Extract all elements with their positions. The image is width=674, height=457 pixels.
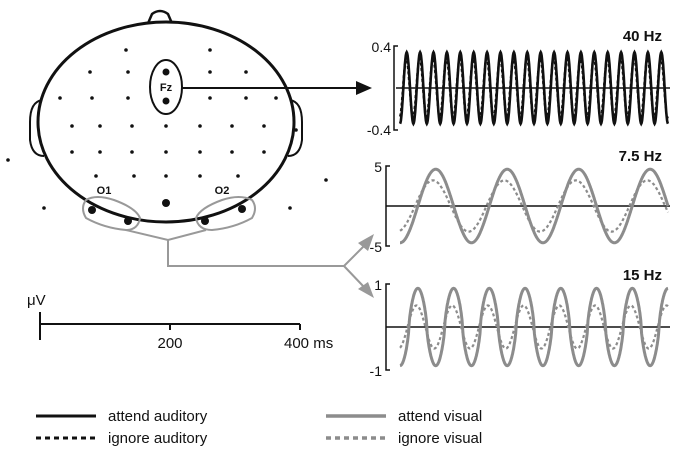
- arrowhead-to-7-5hz: [358, 234, 374, 251]
- electrode-dot: [274, 96, 278, 100]
- scale-tick-label-400: 400 ms: [284, 335, 333, 352]
- electrode-dot: [130, 124, 134, 128]
- legend: attend auditory ignore auditory attend v…: [36, 408, 482, 447]
- panel-title: 15 Hz: [623, 267, 662, 284]
- y-max-label: 1: [374, 277, 382, 293]
- panel-40hz: 40 Hz 0.4 -0.4: [367, 28, 670, 138]
- electrode-dot: [94, 174, 98, 178]
- scale-unit-label: μV: [27, 292, 46, 309]
- electrode-dot: [230, 124, 234, 128]
- right-occipital-cluster: [194, 196, 256, 232]
- occipital-electrode: [201, 217, 209, 225]
- fz-arrowhead: [356, 81, 372, 95]
- electrode-dot: [208, 48, 212, 52]
- occipital-electrode: [124, 217, 132, 225]
- electrode-dot: [244, 96, 248, 100]
- electrode-dot: [208, 96, 212, 100]
- attend-visual-trace: [400, 167, 670, 245]
- electrode-dot: [262, 124, 266, 128]
- y-min-label: -1: [370, 363, 383, 379]
- fz-electrode-top: [162, 68, 170, 76]
- fz-electrode-bottom: [162, 97, 170, 105]
- electrode-dot: [124, 48, 128, 52]
- y-max-label: 0.4: [372, 39, 392, 55]
- electrode-dot: [90, 96, 94, 100]
- electrode-dot: [98, 124, 102, 128]
- attend-auditory-trace: [398, 49, 670, 127]
- electrode-dot: [198, 174, 202, 178]
- arrowhead-to-15hz: [358, 282, 374, 298]
- oz-electrode: [162, 199, 170, 207]
- electrode-dot: [230, 150, 234, 154]
- panel-7-5hz: 7.5 Hz 5 -5: [370, 148, 670, 255]
- head-outline: [36, 20, 296, 224]
- scale-tick-label-200: 200: [157, 335, 182, 352]
- o2-electrode: [238, 205, 246, 213]
- electrode-dot: [244, 70, 248, 74]
- electrode-dot: [324, 178, 328, 182]
- electrode-dot: [164, 124, 168, 128]
- o1-electrode: [88, 206, 96, 214]
- legend-label-attend-visual: attend visual: [398, 408, 482, 425]
- electrode-dot: [70, 124, 74, 128]
- occipital-connector-line: [125, 229, 344, 267]
- y-max-label: 5: [374, 159, 382, 175]
- electrode-dot: [98, 150, 102, 154]
- attend-visual-trace: [399, 286, 669, 368]
- electrode-dot: [88, 70, 92, 74]
- y-min-label: -0.4: [367, 122, 391, 138]
- panel-15hz: 15 Hz 1 -1: [370, 267, 670, 379]
- electrode-dot: [70, 150, 74, 154]
- legend-label-ignore-visual: ignore visual: [398, 430, 482, 447]
- panel-title: 40 Hz: [623, 28, 662, 45]
- legend-label-attend-auditory: attend auditory: [108, 408, 208, 425]
- electrode-dot: [42, 206, 46, 210]
- electrode-dot: [288, 206, 292, 210]
- o1-label: O1: [97, 185, 112, 197]
- electrode-dot: [132, 174, 136, 178]
- fz-label: Fz: [160, 82, 173, 94]
- y-min-label: -5: [370, 239, 383, 255]
- electrode-dot: [164, 150, 168, 154]
- electrode-dot: [236, 174, 240, 178]
- electrode-dot: [6, 158, 10, 162]
- electrode-dot: [58, 96, 62, 100]
- connector-arrows: [125, 81, 374, 298]
- legend-label-ignore-auditory: ignore auditory: [108, 430, 208, 447]
- left-occipital-cluster: [82, 196, 142, 232]
- ignore-visual-trace: [399, 179, 670, 233]
- electrode-dot: [164, 174, 168, 178]
- time-scale-bar: μV 200 400 ms: [27, 292, 333, 352]
- ignore-auditory-trace: [399, 57, 669, 119]
- electrode-dot: [262, 150, 266, 154]
- electrode-dot: [208, 70, 212, 74]
- electrode-grid: [6, 48, 328, 210]
- electrode-dot: [126, 96, 130, 100]
- panel-title: 7.5 Hz: [619, 148, 662, 165]
- occipital-fork: [343, 245, 365, 288]
- electrode-dot: [294, 128, 298, 132]
- electrode-dot: [126, 70, 130, 74]
- head-map: Fz O1 O2: [6, 9, 328, 232]
- y-axis: [393, 45, 398, 131]
- electrode-dot: [198, 150, 202, 154]
- electrode-dot: [130, 150, 134, 154]
- o2-label: O2: [215, 185, 230, 197]
- electrode-dot: [198, 124, 202, 128]
